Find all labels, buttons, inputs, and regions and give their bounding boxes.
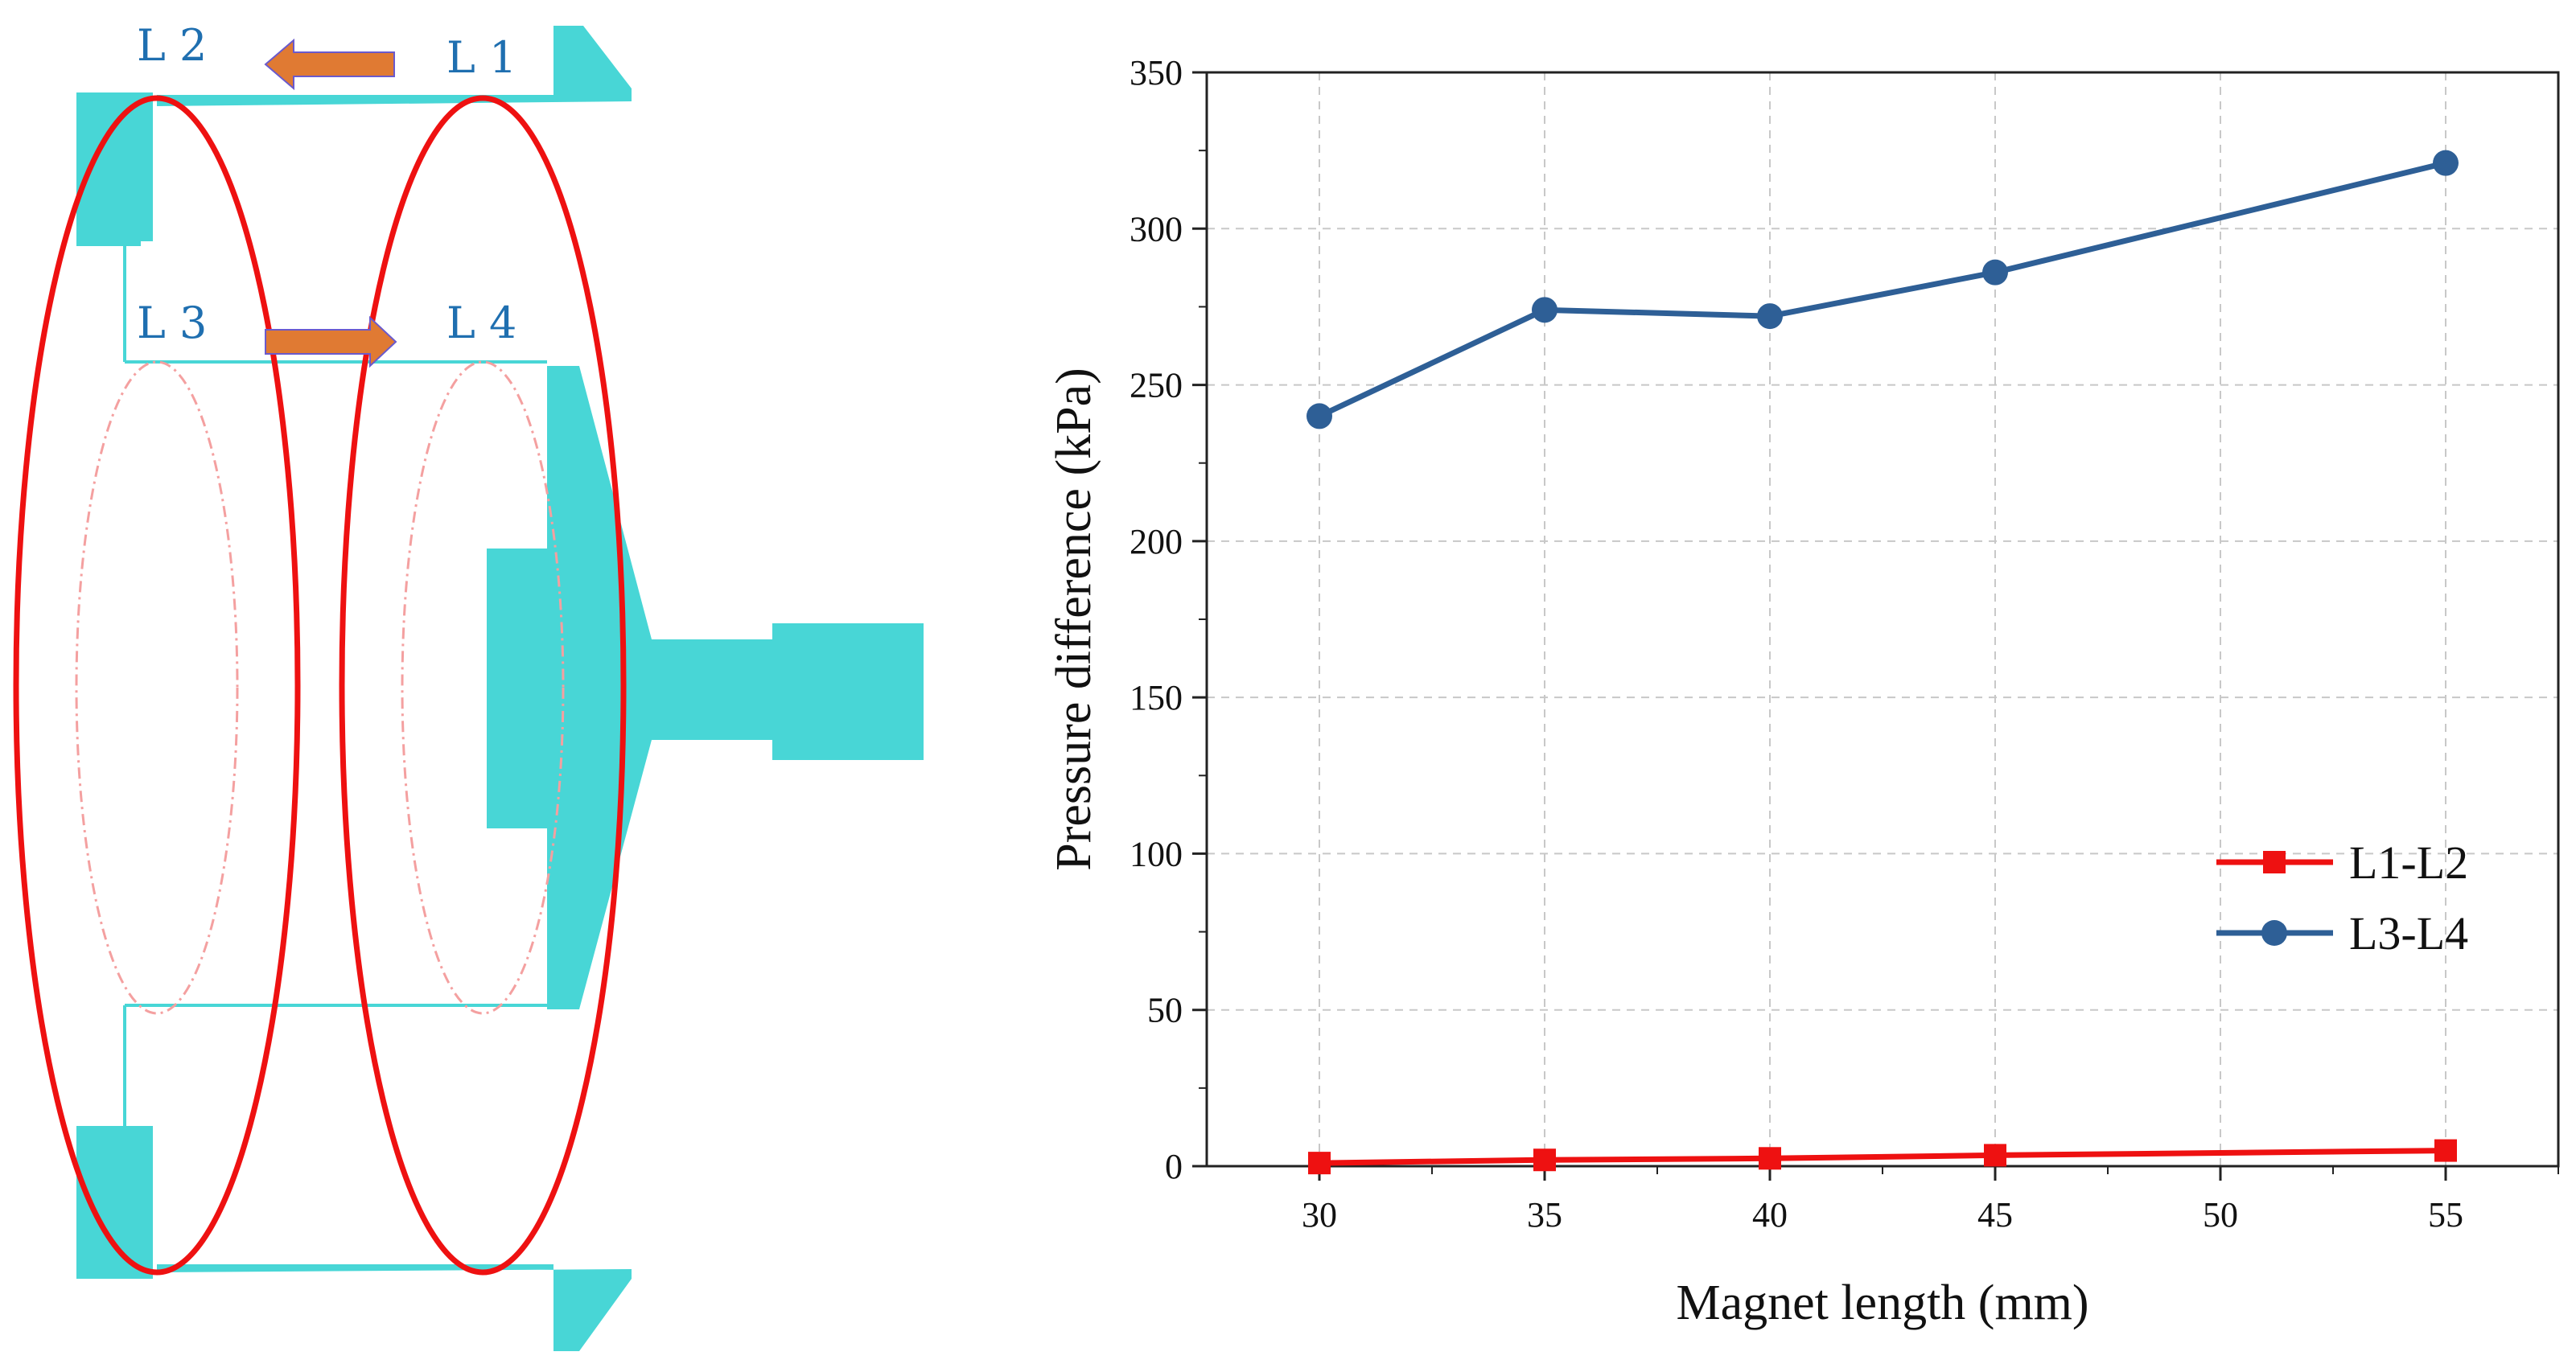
y-tick-label: 0 bbox=[1165, 1147, 1183, 1186]
y-tick-label: 200 bbox=[1130, 522, 1183, 561]
data-point-L3-L4 bbox=[1982, 259, 2008, 286]
y-axis-label: Pressure difference (kPa) bbox=[1047, 368, 1101, 870]
data-point-L3-L4 bbox=[1532, 297, 1558, 323]
x-tick-label: 55 bbox=[2428, 1195, 2463, 1235]
label-l1: L 1 bbox=[446, 32, 516, 83]
grid bbox=[1207, 72, 2558, 1166]
left-bottom-block bbox=[76, 1126, 153, 1279]
top-channel bbox=[157, 26, 632, 106]
data-point-L1-L2 bbox=[1533, 1148, 1556, 1172]
y-tick-label: 100 bbox=[1130, 834, 1183, 873]
inner-ring-right bbox=[401, 360, 565, 1015]
label-l3: L 3 bbox=[137, 298, 207, 348]
y-tick-label: 250 bbox=[1130, 366, 1183, 405]
outer-ring-right bbox=[339, 95, 627, 1276]
data-point-L1-L2 bbox=[1984, 1144, 2006, 1167]
gap-outline bbox=[123, 241, 563, 1134]
x-tick-label: 40 bbox=[1752, 1195, 1788, 1235]
legend: L1-L2 L3-L4 bbox=[2216, 836, 2468, 959]
inner-ring-left bbox=[75, 360, 239, 1015]
x-tick-label: 50 bbox=[2203, 1195, 2238, 1235]
x-tick-label: 45 bbox=[1977, 1195, 2013, 1235]
data-point-L3-L4 bbox=[2433, 150, 2459, 176]
label-l2: L 2 bbox=[137, 20, 207, 71]
legend-label: L1-L2 bbox=[2349, 836, 2468, 889]
left-top-block bbox=[76, 92, 153, 246]
data-point-L1-L2 bbox=[1759, 1147, 1781, 1170]
central-hub bbox=[487, 366, 924, 1009]
y-tick-label: 150 bbox=[1130, 678, 1183, 717]
bottom-channel bbox=[157, 1264, 632, 1351]
y-tick-label: 300 bbox=[1130, 209, 1183, 249]
schematic-diagram: L 2 L 1 L 3 L 4 bbox=[13, 20, 924, 1351]
arrow-right-icon bbox=[265, 315, 397, 368]
x-tick-label: 30 bbox=[1302, 1195, 1337, 1235]
outer-ring-left bbox=[13, 95, 301, 1276]
label-l4: L 4 bbox=[446, 298, 516, 348]
legend-marker bbox=[2261, 920, 2287, 946]
x-axis-label: Magnet length (mm) bbox=[1676, 1276, 2088, 1330]
y-tick-label: 50 bbox=[1147, 991, 1183, 1030]
arrow-left-icon bbox=[264, 38, 395, 91]
plot-frame bbox=[1205, 71, 2560, 1168]
series-line-L1-L2 bbox=[1319, 1148, 2446, 1166]
data-point-L1-L2 bbox=[2434, 1139, 2457, 1162]
series-layer bbox=[1307, 150, 2459, 1175]
legend-label: L3-L4 bbox=[2349, 907, 2468, 959]
data-point-L3-L4 bbox=[1307, 403, 1332, 429]
y-tick-label: 350 bbox=[1130, 53, 1183, 92]
data-point-L1-L2 bbox=[1308, 1152, 1331, 1175]
data-point-L3-L4 bbox=[1757, 303, 1783, 330]
x-tick-label: 35 bbox=[1527, 1195, 1562, 1235]
axis-ticks: 30 35 40 45 50 55 0 50 100 150 200 250 300 350 bbox=[1130, 53, 2559, 1235]
series-line-L3-L4 bbox=[1318, 160, 2446, 419]
legend-marker bbox=[2263, 851, 2286, 873]
